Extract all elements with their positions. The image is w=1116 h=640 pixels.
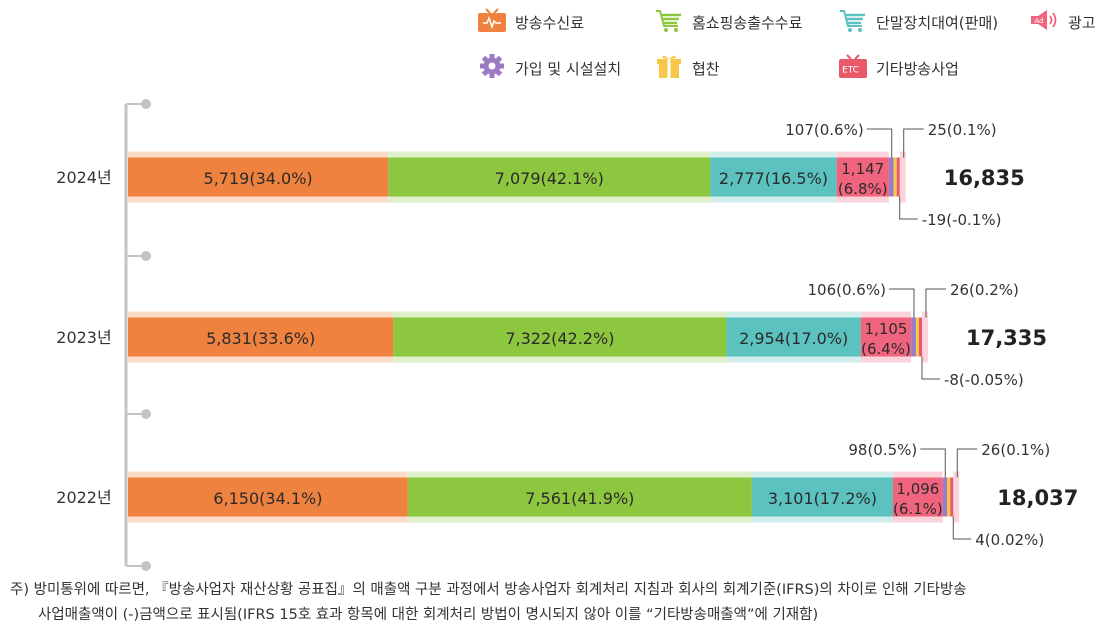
bar-segment: [860, 317, 912, 357]
bar-segment: [128, 477, 408, 517]
legend-label: 홈쇼핑송출수수료: [692, 13, 803, 32]
data-label: 4(0.02%): [975, 531, 1044, 549]
bar-halo: [921, 311, 928, 363]
bar-segment: [407, 477, 752, 517]
category-label: 2023년: [56, 328, 111, 347]
legend-label: 단말장치대여(판매): [876, 13, 999, 32]
bar-segment: [128, 157, 389, 197]
legend-item: ETC 기타방송사업: [836, 53, 959, 83]
bar-segment: [918, 317, 922, 357]
bar-segment: [892, 477, 943, 517]
data-label: 107(0.6%): [785, 121, 863, 139]
bar-segment: [893, 157, 897, 197]
data-label: 7,561(41.9%): [525, 489, 634, 508]
svg-text:ETC: ETC: [842, 66, 859, 76]
callout-line: [903, 128, 924, 158]
footnote-line-1: 주) 방미통위에 따르면, 『방송사업자 재산상황 공표집』의 매출액 구분 과…: [10, 582, 967, 598]
bar-halo: [899, 151, 906, 203]
data-label: 1,096: [896, 480, 939, 498]
bar-segment: [751, 477, 893, 517]
ad-speaker-icon: Ad: [1028, 7, 1068, 37]
data-label: 5,831(33.6%): [206, 329, 315, 348]
callout-line: [921, 356, 940, 380]
legend-label: 가입 및 시설설치: [515, 59, 622, 78]
callout-line: [956, 448, 978, 478]
data-label: -8(-0.05%): [944, 371, 1024, 389]
bar-segment: [947, 477, 951, 517]
data-label: (6.4%): [861, 340, 911, 358]
bar-segment: [388, 157, 711, 197]
legend-label: 협찬: [692, 59, 720, 78]
bar-segment: [911, 317, 916, 357]
footnote-line-2: 사업매출액이 (-)금액으로 표시됨(IFRS 15호 효과 항목에 대한 회계…: [38, 607, 819, 623]
legend-item: 방송수신료: [475, 7, 585, 37]
total-label: 16,835: [944, 166, 1025, 190]
callout-line: [920, 448, 946, 478]
callout-line: [866, 128, 893, 158]
data-label: 6,150(34.1%): [213, 489, 322, 508]
data-label: 26(0.2%): [950, 281, 1019, 299]
callout-line: [888, 288, 915, 318]
bar-halo: [953, 471, 960, 523]
bar-segment: [942, 477, 948, 517]
data-label: 5,719(34.0%): [204, 169, 313, 188]
data-label: 25(0.1%): [928, 121, 997, 139]
gear-icon: [475, 53, 515, 83]
legend-label: 방송수신료: [515, 13, 585, 32]
total-label: 18,037: [997, 486, 1078, 510]
bar-segment: [896, 157, 900, 197]
cart-icon: [836, 7, 876, 37]
data-label: 2,777(16.5%): [719, 169, 828, 188]
bar-segment: [950, 477, 954, 517]
data-label: 1,105: [865, 320, 908, 338]
data-label: 1,147: [841, 160, 884, 178]
tv-icon: [475, 7, 515, 37]
footnote: 주) 방미통위에 따르면, 『방송사업자 재산상황 공표집』의 매출액 구분 과…: [10, 578, 1110, 628]
legend-item: 협찬: [652, 55, 720, 81]
legend-item: 가입 및 시설설치: [475, 53, 622, 83]
data-label: 98(0.5%): [848, 441, 917, 459]
total-label: 17,335: [966, 326, 1047, 350]
bar-segment: [710, 157, 837, 197]
bar-segment: [393, 317, 727, 357]
stacked-bar-chart: 2024년 5,719(34.0%) 7,079(42.1%) 2,777(16.5%…: [56, 99, 1078, 571]
category-label: 2024년: [56, 168, 111, 187]
svg-text:Ad: Ad: [1035, 17, 1044, 25]
gift-icon: [652, 53, 692, 83]
callout-line: [899, 196, 918, 220]
legend-item: 단말장치대여(판매): [836, 9, 998, 35]
callout-line: [925, 288, 946, 318]
data-label: (6.8%): [838, 180, 888, 198]
bar-segment: [915, 317, 919, 357]
data-label: 26(0.1%): [981, 441, 1050, 459]
bar-segment: [836, 157, 889, 197]
legend-label: 광고: [1068, 13, 1096, 32]
data-label: (6.1%): [893, 500, 943, 518]
bar-segment: [726, 317, 861, 357]
bar-segment: [128, 317, 394, 357]
data-label: 7,322(42.2%): [505, 329, 614, 348]
data-label: 106(0.6%): [808, 281, 886, 299]
etc-tv-icon: ETC: [836, 53, 876, 83]
callout-line: [952, 516, 972, 540]
cart-icon: [652, 7, 692, 37]
bar-segment: [888, 157, 894, 197]
data-label: -19(-0.1%): [922, 211, 1002, 229]
legend-item: Ad 광고: [1028, 9, 1096, 35]
data-label: 7,079(42.1%): [495, 169, 604, 188]
data-label: 3,101(17.2%): [768, 489, 877, 508]
category-label: 2022년: [56, 488, 111, 507]
data-label: 2,954(17.0%): [739, 329, 848, 348]
legend-label: 기타방송사업: [876, 59, 959, 78]
legend-item: 홈쇼핑송출수수료: [652, 9, 802, 35]
